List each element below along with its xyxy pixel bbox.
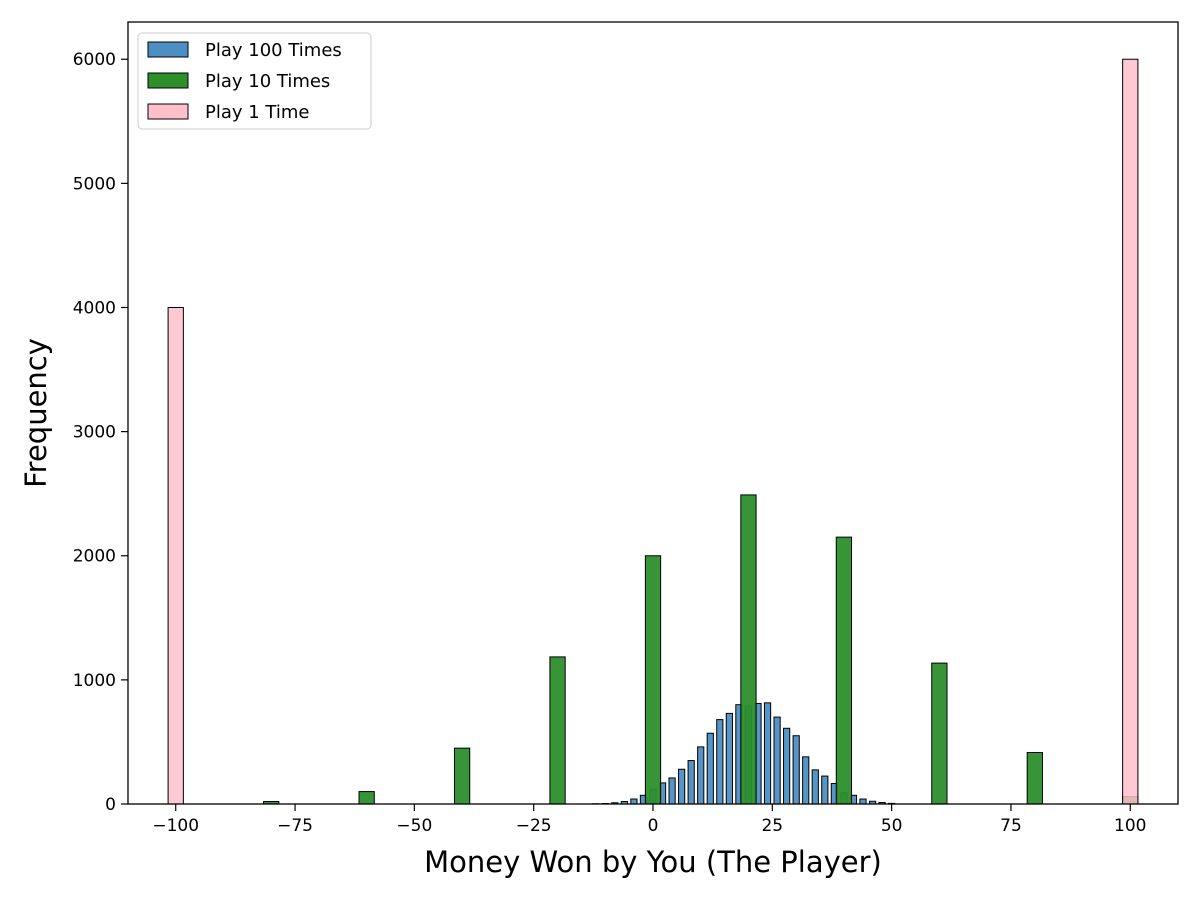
- series-2: [167, 58, 1139, 805]
- bar: [811, 769, 819, 805]
- y-axis: 0 1000 2000 3000 4000 5000 6000: [73, 50, 128, 815]
- bar: [167, 306, 184, 805]
- bar: [697, 746, 705, 805]
- bar: [706, 732, 714, 805]
- x-tick-label: −50: [396, 816, 432, 836]
- x-tick-label: −100: [152, 816, 199, 836]
- x-axis-title: Money Won by You (The Player): [424, 845, 882, 879]
- bar: [549, 656, 566, 805]
- x-tick-label: 50: [881, 816, 903, 836]
- bar: [644, 555, 662, 805]
- x-tick-label: 75: [1000, 816, 1022, 836]
- bar: [668, 777, 676, 805]
- legend: Play 100 Times Play 10 Times Play 1 Time: [137, 32, 372, 130]
- bar: [835, 536, 853, 805]
- bar: [931, 662, 948, 805]
- bar: [1026, 751, 1043, 805]
- y-tick-label: 4000: [73, 298, 116, 318]
- bar: [687, 760, 695, 805]
- legend-label: Play 10 Times: [205, 71, 330, 92]
- bar: [678, 768, 686, 805]
- bar: [630, 798, 638, 805]
- bar: [725, 712, 733, 805]
- y-tick-label: 0: [105, 795, 116, 815]
- legend-swatch: [147, 72, 189, 89]
- y-tick-label: 2000: [73, 547, 116, 567]
- y-tick-label: 5000: [73, 174, 116, 194]
- bar: [1122, 58, 1139, 805]
- bar: [358, 791, 375, 805]
- bar: [802, 756, 810, 805]
- x-axis: −100 −75 −50 −25 0 25 50 75 100: [152, 804, 1146, 836]
- x-tick-label: 100: [1114, 816, 1146, 836]
- bar: [453, 747, 471, 805]
- x-tick-label: −75: [277, 816, 313, 836]
- bar: [783, 727, 791, 805]
- legend-label: Play 1 Time: [205, 102, 309, 123]
- bar: [716, 719, 724, 805]
- y-axis-title: Frequency: [19, 338, 53, 488]
- series-1: [263, 494, 1139, 805]
- bar: [792, 735, 800, 805]
- x-tick-label: 25: [761, 816, 783, 836]
- bar: [763, 702, 772, 805]
- bar: [740, 494, 757, 805]
- bar: [821, 775, 829, 805]
- legend-swatch: [147, 103, 189, 120]
- legend-label: Play 100 Times: [205, 40, 342, 61]
- y-tick-label: 6000: [73, 50, 116, 70]
- x-tick-label: −25: [516, 816, 552, 836]
- legend-box: [137, 32, 372, 130]
- y-tick-label: 3000: [73, 423, 116, 443]
- legend-swatch: [147, 41, 189, 58]
- x-tick-label: 0: [648, 816, 659, 836]
- bar: [773, 716, 781, 805]
- bar: [859, 798, 867, 805]
- y-tick-label: 1000: [73, 671, 116, 691]
